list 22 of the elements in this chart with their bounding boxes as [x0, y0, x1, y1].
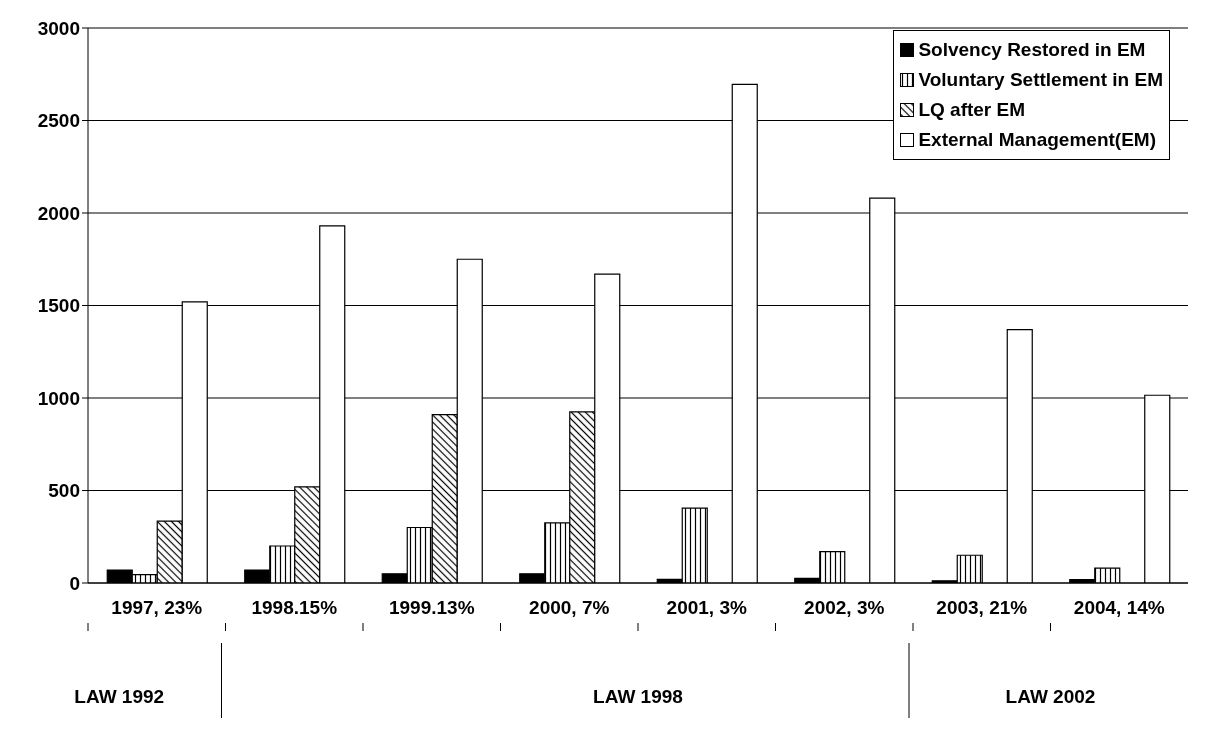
y-tick-label: 0: [69, 572, 80, 594]
x-tick-label: 2000, 7%: [529, 597, 610, 619]
x-tick-label: 2004, 14%: [1073, 597, 1165, 619]
y-tick-label: 2500: [37, 110, 80, 132]
x-tick-label: 1998.15%: [251, 597, 338, 619]
x-tick-label: 1997, 23%: [111, 597, 203, 619]
legend-label: External Management(EM): [918, 128, 1156, 152]
legend-label: LQ after EM: [918, 98, 1026, 122]
x-tick-label: 1999.13%: [388, 597, 475, 619]
x-tick-label: 2001, 3%: [666, 597, 747, 619]
y-tick-label: 500: [48, 480, 80, 502]
legend-label: Voluntary Settlement in EM: [918, 68, 1163, 92]
text: LAW 1992: [73, 686, 166, 708]
legend-label: Solvency Restored in EM: [918, 38, 1146, 62]
x-tick-label: 2003, 21%: [936, 597, 1028, 619]
text: LAW 2002: [1004, 686, 1097, 708]
y-tick-label: 3000: [37, 17, 80, 39]
y-tick-label: 2000: [37, 202, 80, 224]
x-tick-label: 2002, 3%: [804, 597, 885, 619]
text: LAW 1998: [592, 686, 684, 708]
y-tick-label: 1000: [37, 387, 80, 409]
y-tick-label: 1500: [37, 295, 80, 317]
